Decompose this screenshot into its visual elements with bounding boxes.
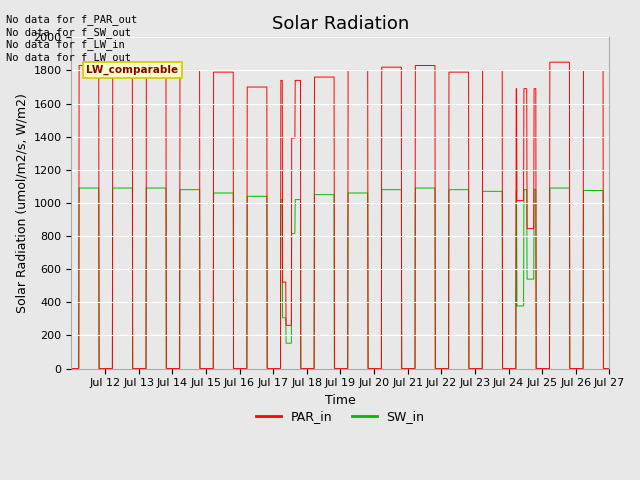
Y-axis label: Solar Radiation (umol/m2/s, W/m2): Solar Radiation (umol/m2/s, W/m2)	[15, 93, 28, 313]
Title: Solar Radiation: Solar Radiation	[272, 15, 409, 33]
Text: LW_comparable: LW_comparable	[86, 65, 179, 75]
X-axis label: Time: Time	[325, 394, 356, 407]
Text: No data for f_PAR_out
No data for f_SW_out
No data for f_LW_in
No data for f_LW_: No data for f_PAR_out No data for f_SW_o…	[6, 14, 138, 63]
Legend: PAR_in, SW_in: PAR_in, SW_in	[252, 406, 429, 429]
